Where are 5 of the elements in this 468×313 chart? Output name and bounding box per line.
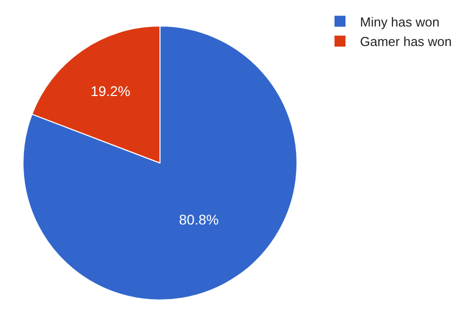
legend-label: Miny has won (360, 14, 440, 30)
data-label: 19.2% (90, 83, 130, 100)
data-label: 80.8% (179, 211, 219, 228)
legend-label: Gamer has won (360, 34, 452, 50)
pie-slice (22, 26, 298, 300)
